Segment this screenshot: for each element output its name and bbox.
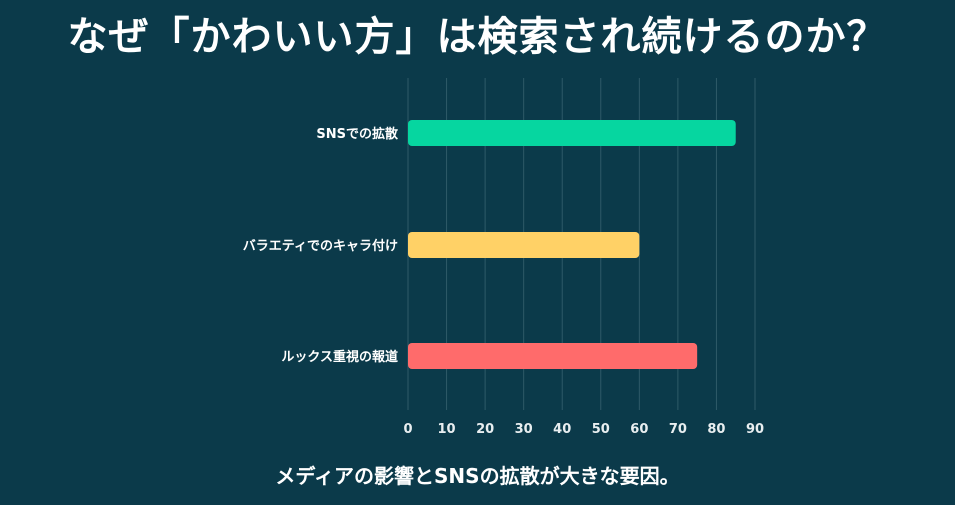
category-label: バラエティでのキャラ付け	[243, 238, 398, 254]
x-tick-label: 0	[403, 422, 412, 437]
category-label: SNSでの拡散	[316, 126, 399, 142]
x-tick-label: 60	[630, 422, 648, 437]
chart-title: なぜ「かわいい方」は検索され続けるのか？	[67, 14, 888, 60]
x-tick-label: 80	[707, 422, 725, 437]
x-tick-label: 10	[438, 422, 456, 437]
x-tick-label: 90	[746, 422, 764, 437]
x-tick-label: 40	[553, 422, 571, 437]
x-tick-label: 50	[592, 422, 610, 437]
x-tick-label: 70	[669, 422, 687, 437]
bar	[408, 232, 640, 258]
bar	[408, 120, 736, 146]
x-tick-label: 20	[476, 422, 494, 437]
bars	[408, 120, 736, 369]
chart-caption: メディアの影響とSNSの拡散が大きな要因。	[275, 464, 680, 488]
x-tick-label: 30	[515, 422, 533, 437]
category-label: ルックス重視の報道	[281, 349, 398, 365]
bar	[408, 343, 698, 369]
x-tick-labels: 0 10 20 30 40 50 60 70 80 90	[403, 422, 764, 437]
